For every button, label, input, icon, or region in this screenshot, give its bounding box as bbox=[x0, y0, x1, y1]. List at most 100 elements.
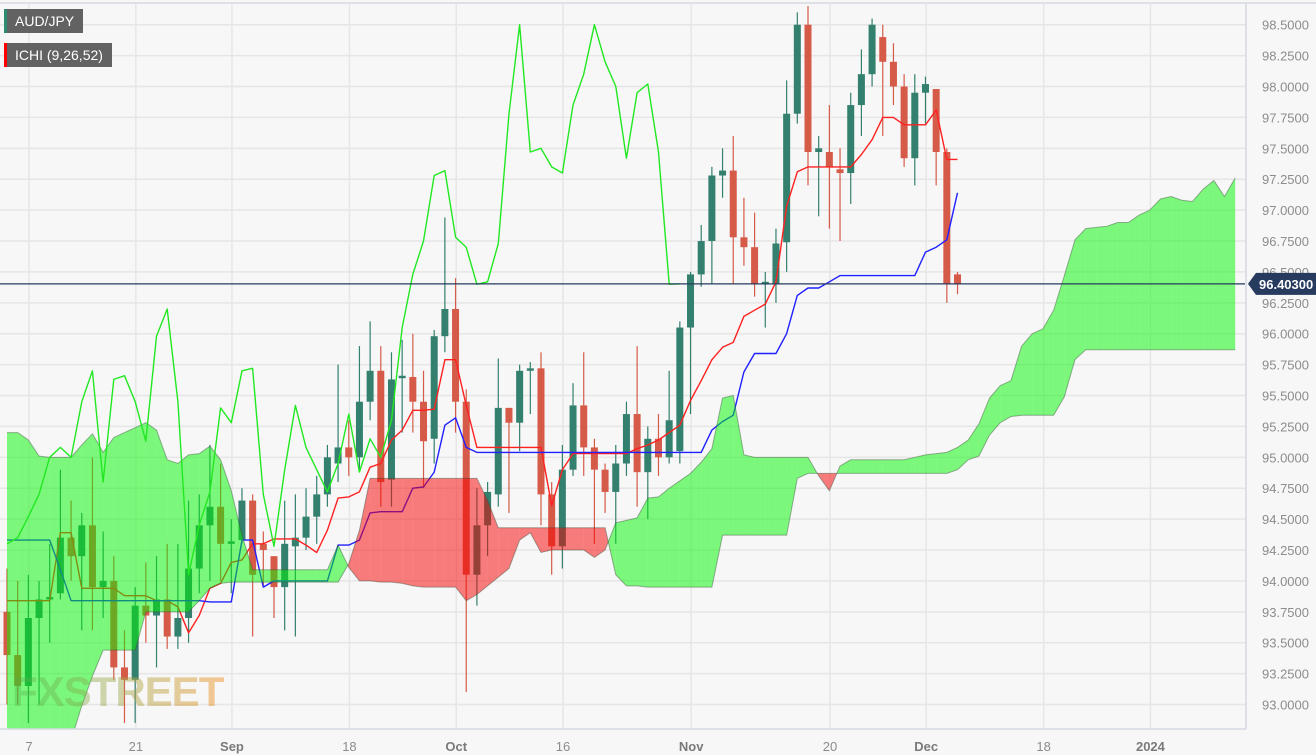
candle bbox=[921, 76, 929, 124]
y-tick-label: 97.2500 bbox=[1262, 172, 1309, 187]
x-axis: 7 21 Sep 18 Oct 16 Nov 20 Dec 18 2024 bbox=[25, 739, 1165, 754]
y-tick-label: 98.2500 bbox=[1262, 49, 1309, 64]
cloud-segment bbox=[904, 457, 915, 474]
cloud-segment bbox=[836, 465, 841, 474]
candle-body bbox=[430, 336, 438, 439]
candle bbox=[355, 346, 363, 470]
y-tick-label: 93.0000 bbox=[1262, 698, 1309, 713]
cloud-segment bbox=[936, 452, 947, 474]
candle-body bbox=[879, 37, 887, 62]
cloud-segment bbox=[743, 454, 755, 536]
cloud-segment bbox=[1160, 196, 1172, 350]
cloud-segment bbox=[7, 432, 18, 729]
y-tick-label: 93.5000 bbox=[1262, 636, 1309, 651]
cloud-segment bbox=[508, 527, 520, 569]
candle bbox=[505, 407, 513, 513]
candle-body bbox=[291, 537, 299, 547]
candle bbox=[409, 333, 417, 433]
candle bbox=[847, 92, 855, 204]
candle-body bbox=[323, 457, 331, 495]
cloud-segment bbox=[840, 459, 851, 474]
cloud-segment bbox=[605, 527, 609, 551]
legend-symbol[interactable]: AUD/JPY bbox=[4, 9, 84, 33]
fxstreet-watermark-logo: FXSTREET bbox=[12, 668, 225, 715]
candle bbox=[580, 352, 588, 476]
candle bbox=[291, 494, 299, 637]
candle bbox=[494, 358, 502, 507]
cloud-segment bbox=[1010, 346, 1022, 417]
y-tick-label: 97.7500 bbox=[1262, 110, 1309, 125]
cloud-segment bbox=[754, 457, 766, 536]
cloud-segment bbox=[145, 422, 157, 612]
candle bbox=[654, 414, 662, 476]
cloud-segment bbox=[808, 457, 818, 474]
cloud-segment bbox=[797, 457, 808, 479]
senkou-span-b-line bbox=[74, 349, 1236, 729]
cloud-segment bbox=[1042, 310, 1054, 416]
candle-body bbox=[345, 447, 353, 458]
candle-body bbox=[889, 61, 897, 87]
candle bbox=[345, 420, 353, 476]
candle bbox=[238, 488, 246, 544]
cloud-segment bbox=[347, 563, 349, 568]
cloud-segment bbox=[156, 430, 168, 612]
candle bbox=[430, 330, 438, 464]
chikou-span-line bbox=[6, 24, 680, 576]
cloud-segment bbox=[487, 500, 499, 586]
candle-body bbox=[590, 447, 598, 470]
y-tick-label: 95.2500 bbox=[1262, 419, 1309, 434]
candle-body bbox=[259, 543, 267, 551]
candle bbox=[676, 321, 684, 464]
cloud-segment bbox=[209, 446, 221, 589]
cloud-segment bbox=[92, 433, 104, 677]
candle bbox=[857, 49, 865, 136]
cloud-segment bbox=[1213, 180, 1225, 350]
cloud-segment bbox=[1107, 222, 1118, 350]
candle-body bbox=[783, 113, 791, 243]
cloud-segment bbox=[274, 569, 285, 583]
y-tick-label: 96.2500 bbox=[1262, 296, 1309, 311]
x-tick-label: 2024 bbox=[1136, 739, 1166, 754]
candle bbox=[665, 370, 673, 464]
y-tick-label: 96.7500 bbox=[1262, 234, 1309, 249]
cloud-segment bbox=[327, 545, 339, 583]
candle bbox=[729, 135, 737, 285]
candle-body bbox=[526, 368, 534, 371]
candle-body bbox=[804, 24, 812, 153]
cloud-segment bbox=[989, 385, 1001, 436]
cloud-segment bbox=[925, 453, 937, 474]
cloud-segment bbox=[231, 490, 242, 583]
cloud-segment bbox=[1096, 226, 1108, 350]
candle bbox=[398, 339, 406, 433]
cloud-segment bbox=[733, 395, 744, 536]
candle bbox=[697, 224, 705, 287]
candle bbox=[590, 438, 598, 544]
candle-body bbox=[494, 407, 502, 495]
legend-indicator[interactable]: ICHI (9,26,52) bbox=[4, 43, 112, 67]
candle bbox=[836, 148, 844, 242]
cloud-segment bbox=[1000, 380, 1011, 423]
ichimoku-cloud bbox=[7, 177, 1236, 729]
last-price-tag-shape bbox=[1248, 272, 1316, 295]
cloud-segment bbox=[359, 478, 371, 581]
cloud-segment bbox=[551, 527, 563, 551]
cloud-segment bbox=[722, 395, 734, 536]
candle-body bbox=[932, 88, 940, 153]
candle bbox=[900, 74, 908, 167]
candle bbox=[783, 80, 791, 272]
candle bbox=[740, 197, 748, 266]
y-tick-label: 96.0000 bbox=[1262, 327, 1309, 342]
candle-body bbox=[334, 447, 342, 464]
cloud-segment bbox=[519, 527, 531, 541]
candle-body bbox=[238, 500, 246, 541]
cloud-segment bbox=[284, 569, 296, 583]
cloud-segment bbox=[957, 440, 969, 470]
candle bbox=[622, 401, 630, 476]
candle bbox=[323, 444, 331, 507]
cloud-segment bbox=[338, 545, 348, 583]
candle-body bbox=[420, 401, 428, 442]
candle-body bbox=[729, 170, 737, 238]
cloud-segment bbox=[775, 457, 787, 536]
candle bbox=[687, 271, 695, 415]
